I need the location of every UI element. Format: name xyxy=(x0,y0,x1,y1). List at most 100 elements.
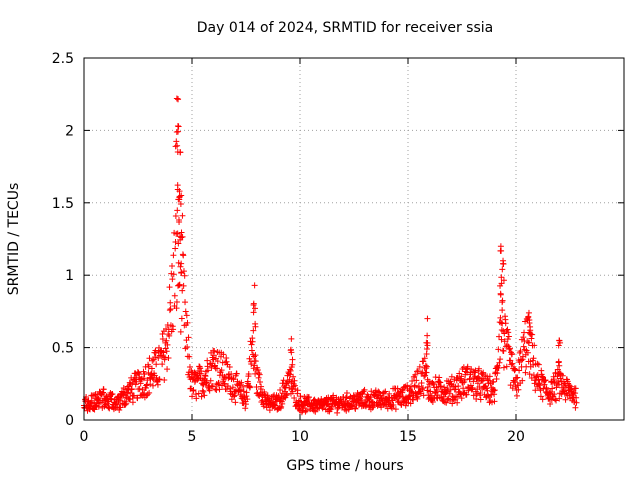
data-point xyxy=(220,351,227,358)
data-point xyxy=(414,393,421,400)
data-point xyxy=(173,95,180,102)
data-point xyxy=(173,129,180,136)
data-point xyxy=(382,388,389,395)
data-point xyxy=(223,358,230,365)
data-point xyxy=(343,390,350,397)
data-point xyxy=(288,349,295,356)
data-point xyxy=(303,397,310,404)
data-point xyxy=(252,323,259,330)
data-point xyxy=(539,373,546,380)
data-point xyxy=(162,345,169,352)
data-point xyxy=(405,393,412,400)
data-point xyxy=(246,355,253,362)
data-point xyxy=(248,360,255,367)
data-point xyxy=(463,391,470,398)
data-point xyxy=(279,400,286,407)
data-point xyxy=(547,389,554,396)
data-point xyxy=(528,335,535,342)
data-point xyxy=(257,378,264,385)
data-point xyxy=(423,369,430,376)
data-point xyxy=(110,406,117,413)
data-point xyxy=(149,382,156,389)
data-point xyxy=(557,339,564,346)
data-point xyxy=(418,380,425,387)
data-point xyxy=(490,378,497,385)
data-point xyxy=(520,343,527,350)
data-point xyxy=(409,377,416,384)
data-point xyxy=(144,391,151,398)
data-point xyxy=(178,269,185,276)
y-tick-label: 0 xyxy=(65,413,74,429)
data-point xyxy=(529,331,536,338)
data-point xyxy=(464,363,471,370)
data-point xyxy=(176,188,183,195)
data-point xyxy=(201,392,208,399)
data-point xyxy=(441,384,448,391)
x-tick-label: 20 xyxy=(507,429,525,445)
data-point xyxy=(525,314,532,321)
data-point xyxy=(443,388,450,395)
data-point xyxy=(512,366,519,373)
data-point xyxy=(245,380,252,387)
data-point xyxy=(496,359,503,366)
data-point xyxy=(230,376,237,383)
data-point xyxy=(177,149,184,156)
data-point xyxy=(486,373,493,380)
data-point xyxy=(537,393,544,400)
data-point xyxy=(240,383,247,390)
data-point xyxy=(424,332,431,339)
data-point xyxy=(193,395,200,402)
x-tick-label: 5 xyxy=(188,429,197,445)
data-point xyxy=(166,332,173,339)
data-point xyxy=(214,358,221,365)
data-point xyxy=(278,403,285,410)
data-point xyxy=(367,394,374,401)
data-point xyxy=(164,366,171,373)
data-point xyxy=(161,354,168,361)
data-point xyxy=(252,370,259,377)
data-point xyxy=(216,386,223,393)
data-point xyxy=(310,407,317,414)
data-point xyxy=(506,345,513,352)
y-tick-label: 0.5 xyxy=(52,341,74,357)
data-point xyxy=(202,373,209,380)
data-point xyxy=(526,320,533,327)
data-point xyxy=(161,376,168,383)
data-point xyxy=(291,394,298,401)
data-point xyxy=(555,342,562,349)
data-point xyxy=(527,323,534,330)
data-point xyxy=(572,390,579,397)
data-point xyxy=(498,327,505,334)
data-point xyxy=(256,371,263,378)
data-point xyxy=(102,401,109,408)
data-point xyxy=(545,394,552,401)
data-point xyxy=(466,375,473,382)
data-point xyxy=(223,386,230,393)
data-point xyxy=(477,396,484,403)
y-tick-label: 2 xyxy=(65,123,74,139)
data-point xyxy=(303,407,310,414)
data-point xyxy=(211,348,218,355)
data-point xyxy=(491,391,498,398)
data-point xyxy=(163,337,170,344)
data-point xyxy=(424,315,431,322)
data-point xyxy=(408,388,415,395)
data-point xyxy=(485,377,492,384)
data-point xyxy=(182,308,189,315)
chart-title: Day 014 of 2024, SRMTID for receiver ssi… xyxy=(197,20,493,36)
data-point xyxy=(204,357,211,364)
data-point xyxy=(250,327,257,334)
data-point xyxy=(441,399,448,406)
data-point xyxy=(491,398,498,405)
data-point xyxy=(229,384,236,391)
data-point xyxy=(252,358,259,365)
data-point xyxy=(95,395,102,402)
data-point xyxy=(504,326,511,333)
data-point xyxy=(186,363,193,370)
data-point xyxy=(272,402,279,409)
data-point xyxy=(252,352,259,359)
data-point xyxy=(176,281,183,288)
data-point xyxy=(141,371,148,378)
data-point xyxy=(287,367,294,374)
data-point xyxy=(500,257,507,264)
